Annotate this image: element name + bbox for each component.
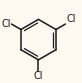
Text: Cl: Cl — [1, 19, 11, 29]
Text: Cl: Cl — [34, 71, 43, 81]
Text: Cl: Cl — [66, 14, 76, 24]
